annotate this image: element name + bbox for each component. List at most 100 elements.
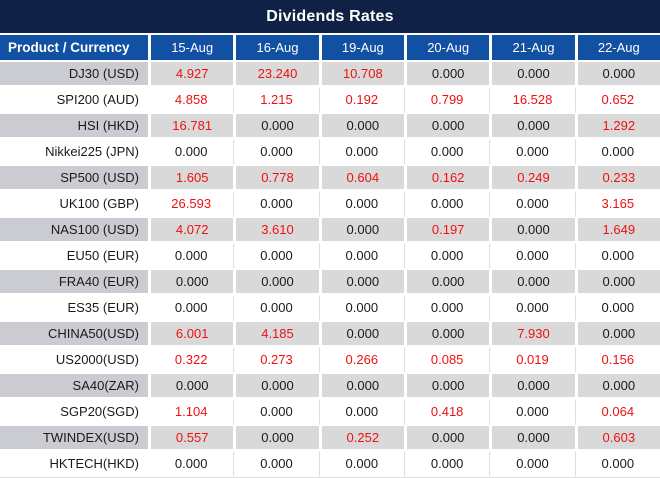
- product-cell: HKTECH(HKD): [0, 452, 148, 478]
- value-cell: 0.000: [233, 374, 319, 400]
- value-cell: 0.322: [148, 348, 234, 374]
- value-cell: 0.085: [403, 348, 490, 374]
- value-cell: 0.000: [574, 296, 660, 322]
- table-row: SGP20(SGD) 1.104 0.000 0.000 0.418 0.000 0.064: [0, 400, 660, 426]
- value-cell: 1.649: [574, 218, 660, 244]
- product-cell: CHINA50(USD): [0, 322, 148, 348]
- table-row: NAS100 (USD) 4.072 3.610 0.000 0.197 0.000 1.6…: [0, 218, 660, 244]
- value-cell: 0.000: [489, 218, 575, 244]
- value-cell: 4.858: [148, 88, 234, 114]
- table-row: HKTECH(HKD) 0.000 0.000 0.000 0.000 0.000 0.00…: [0, 452, 660, 478]
- value-cell: 0.000: [489, 114, 575, 140]
- value-cell: 0.064: [574, 400, 660, 426]
- table-row: EU50 (EUR) 0.000 0.000 0.000 0.000 0.000 0.000: [0, 244, 660, 270]
- table-row: SPI200 (AUD) 4.858 1.215 0.192 0.799 16.528 0.…: [0, 88, 660, 114]
- column-header-date: 22-Aug: [574, 35, 660, 62]
- table-row: SP500 (USD) 1.605 0.778 0.604 0.162 0.249 0.23…: [0, 166, 660, 192]
- value-cell: 0.192: [318, 88, 404, 114]
- value-cell: 0.557: [148, 426, 234, 452]
- product-cell: FRA40 (EUR): [0, 270, 148, 296]
- value-cell: 0.000: [403, 140, 490, 166]
- value-cell: 0.000: [489, 140, 575, 166]
- value-cell: 0.000: [148, 244, 234, 270]
- product-cell: DJ30 (USD): [0, 62, 148, 88]
- value-cell: 0.000: [233, 114, 319, 140]
- table-row: SA40(ZAR) 0.000 0.000 0.000 0.000 0.000 0.000: [0, 374, 660, 400]
- value-cell: 3.610: [233, 218, 319, 244]
- value-cell: 0.000: [403, 452, 490, 478]
- value-cell: 0.000: [318, 270, 404, 296]
- value-cell: 0.000: [574, 374, 660, 400]
- value-cell: 0.000: [148, 270, 234, 296]
- value-cell: 0.000: [489, 452, 575, 478]
- table-row: HSI (HKD) 16.781 0.000 0.000 0.000 0.000 1.292: [0, 114, 660, 140]
- value-cell: 0.000: [574, 270, 660, 296]
- value-cell: 0.252: [318, 426, 404, 452]
- value-cell: 0.000: [318, 296, 404, 322]
- column-header-date: 19-Aug: [318, 35, 404, 62]
- value-cell: 0.000: [574, 452, 660, 478]
- value-cell: 0.000: [403, 62, 490, 88]
- product-cell: EU50 (EUR): [0, 244, 148, 270]
- value-cell: 0.000: [318, 192, 404, 218]
- value-cell: 0.000: [148, 140, 234, 166]
- column-header-date: 16-Aug: [233, 35, 319, 62]
- value-cell: 0.000: [318, 374, 404, 400]
- value-cell: 23.240: [233, 62, 319, 88]
- value-cell: 0.000: [318, 322, 404, 348]
- value-cell: 0.000: [233, 270, 319, 296]
- value-cell: 0.000: [403, 374, 490, 400]
- table-row: FRA40 (EUR) 0.000 0.000 0.000 0.000 0.000 0.00…: [0, 270, 660, 296]
- column-header-date: 21-Aug: [489, 35, 575, 62]
- table-row: UK100 (GBP) 26.593 0.000 0.000 0.000 0.000 3.1…: [0, 192, 660, 218]
- value-cell: 0.000: [403, 270, 490, 296]
- value-cell: 0.000: [148, 374, 234, 400]
- value-cell: 0.000: [489, 270, 575, 296]
- value-cell: 7.930: [489, 322, 575, 348]
- value-cell: 0.273: [233, 348, 319, 374]
- value-cell: 0.000: [318, 244, 404, 270]
- value-cell: 1.215: [233, 88, 319, 114]
- value-cell: 1.605: [148, 166, 234, 192]
- value-cell: 0.000: [403, 322, 490, 348]
- value-cell: 16.781: [148, 114, 234, 140]
- table-row: CHINA50(USD) 6.001 4.185 0.000 0.000 7.930 0.0…: [0, 322, 660, 348]
- value-cell: 0.197: [403, 218, 490, 244]
- column-header-date: 15-Aug: [148, 35, 234, 62]
- value-cell: 0.000: [574, 244, 660, 270]
- value-cell: 6.001: [148, 322, 234, 348]
- value-cell: 0.233: [574, 166, 660, 192]
- value-cell: 26.593: [148, 192, 234, 218]
- value-cell: 0.000: [233, 452, 319, 478]
- table-row: DJ30 (USD) 4.927 23.240 10.708 0.000 0.000 0.0…: [0, 62, 660, 88]
- value-cell: 0.000: [574, 140, 660, 166]
- value-cell: 4.185: [233, 322, 319, 348]
- value-cell: 0.000: [489, 400, 575, 426]
- value-cell: 0.000: [489, 192, 575, 218]
- value-cell: 0.000: [318, 452, 404, 478]
- value-cell: 1.292: [574, 114, 660, 140]
- value-cell: 0.000: [489, 374, 575, 400]
- value-cell: 4.072: [148, 218, 234, 244]
- value-cell: 0.000: [233, 244, 319, 270]
- value-cell: 0.000: [318, 114, 404, 140]
- value-cell: 0.000: [403, 244, 490, 270]
- value-cell: 4.927: [148, 62, 234, 88]
- product-cell: US2000(USD): [0, 348, 148, 374]
- value-cell: 0.000: [489, 244, 575, 270]
- table-title: Dividends Rates: [0, 0, 660, 35]
- value-cell: 0.266: [318, 348, 404, 374]
- value-cell: 0.000: [233, 296, 319, 322]
- table-row: US2000(USD) 0.322 0.273 0.266 0.085 0.019 0.15…: [0, 348, 660, 374]
- column-header-date: 20-Aug: [403, 35, 490, 62]
- value-cell: 10.708: [318, 62, 404, 88]
- value-cell: 0.000: [574, 62, 660, 88]
- product-cell: SA40(ZAR): [0, 374, 148, 400]
- value-cell: 0.000: [489, 296, 575, 322]
- product-cell: NAS100 (USD): [0, 218, 148, 244]
- value-cell: 0.000: [403, 114, 490, 140]
- value-cell: 0.000: [148, 296, 234, 322]
- table-row: Nikkei225 (JPN) 0.000 0.000 0.000 0.000 0.000…: [0, 140, 660, 166]
- table-header-row: Product / Currency 15-Aug 16-Aug 19-Aug 20-…: [0, 35, 660, 62]
- table-row: ES35 (EUR) 0.000 0.000 0.000 0.000 0.000 0.000: [0, 296, 660, 322]
